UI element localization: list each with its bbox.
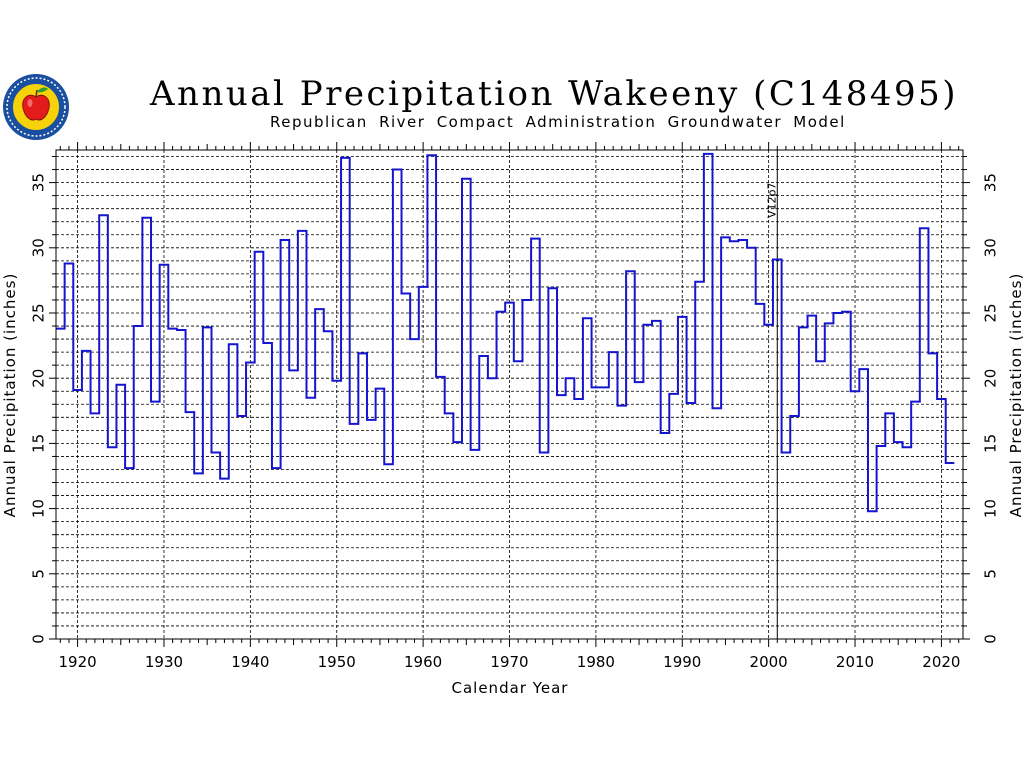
y-tick-label-left: 5 <box>29 569 47 579</box>
y-tick-label-left: 25 <box>29 303 47 322</box>
gridlines <box>56 150 963 639</box>
y-axis-title-right: Annual Precipitation (inches) <box>1007 273 1024 518</box>
x-tick-label: 2010 <box>836 653 874 671</box>
x-tick-label: 1940 <box>231 653 269 671</box>
apple-seal-logo-icon <box>1 72 71 146</box>
x-tick-label: 2020 <box>922 653 960 671</box>
x-tick-label: 1920 <box>59 653 97 671</box>
x-tick-label: 1970 <box>490 653 528 671</box>
x-axis-title: Calendar Year <box>452 679 569 697</box>
v12p7-annotation: V12p7 <box>765 182 778 218</box>
y-tick-label-right: 5 <box>981 569 999 579</box>
y-tick-label-left: 20 <box>29 369 47 388</box>
y-tick-label-left: 10 <box>29 499 47 518</box>
chart-title: Annual Precipitation Wakeeny (C148495) <box>150 74 959 114</box>
x-tick-label: 1990 <box>663 653 701 671</box>
y-tick-label-left: 30 <box>29 238 47 257</box>
chart-subtitle: Republican River Compact Administration … <box>270 113 846 131</box>
y-tick-label-right: 30 <box>981 238 999 257</box>
x-tick-label: 2000 <box>750 653 788 671</box>
y-tick-label-right: 25 <box>981 303 999 322</box>
y-tick-label-right: 10 <box>981 499 999 518</box>
y-tick-label-right: 0 <box>981 634 999 644</box>
precipitation-step-line <box>56 152 955 513</box>
x-tick-label: 1950 <box>318 653 356 671</box>
y-tick-label-left: 35 <box>29 173 47 192</box>
x-tick-label: 1930 <box>145 653 183 671</box>
x-tick-label: 1960 <box>404 653 442 671</box>
y-tick-label-right: 20 <box>981 369 999 388</box>
y-tick-label-right: 35 <box>981 173 999 192</box>
x-tick-label: 1980 <box>577 653 615 671</box>
y-tick-label-left: 0 <box>29 634 47 644</box>
y-tick-label-right: 15 <box>981 434 999 453</box>
y-axis-title-left: Annual Precipitation (inches) <box>1 273 19 518</box>
y-tick-label-left: 15 <box>29 434 47 453</box>
axis-ticks <box>49 142 970 647</box>
series-layer <box>56 152 955 513</box>
